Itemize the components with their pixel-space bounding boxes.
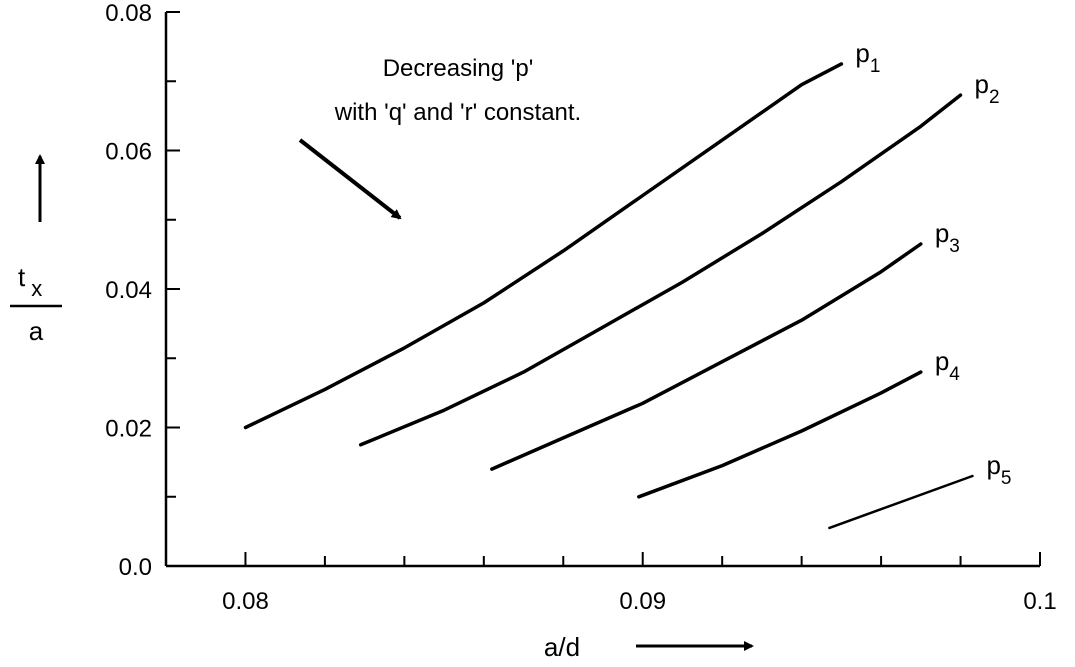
y-axis-label-denominator: a — [29, 316, 44, 346]
series-label-name: p — [986, 450, 1000, 480]
series-label-p2: p2 — [975, 69, 1000, 108]
x-tick-label-0: 0.08 — [222, 588, 269, 615]
series-label-p1: p1 — [855, 38, 880, 77]
y-tick-label-3: 0.06 — [105, 139, 152, 166]
series-label-p4: p4 — [935, 346, 960, 385]
x-tick-label-2: 0.1 — [1023, 588, 1056, 615]
y-tick-label-1: 0.02 — [105, 416, 152, 443]
annotation: Decreasing 'p' with 'q' and 'r' constant… — [298, 55, 581, 220]
annotation-arrow — [298, 138, 402, 220]
series-label-name: p — [935, 218, 949, 248]
series-label-subscript: 5 — [1001, 468, 1012, 489]
series-line-p4 — [637, 370, 923, 499]
series-label-subscript: 2 — [989, 87, 1000, 108]
series-label-subscript: 1 — [870, 56, 881, 77]
x-ticks: 0.08 0.09 0.1 — [222, 552, 1057, 615]
annotation-line-2: with 'q' and 'r' constant. — [334, 99, 581, 126]
y-axis-label-sub: x — [31, 276, 42, 301]
series-line-p1 — [243, 62, 844, 430]
series-label-p5: p5 — [986, 450, 1011, 489]
x-axis-label: a/d — [544, 632, 580, 662]
series-line-p3 — [490, 242, 923, 471]
series-line-p2 — [358, 93, 963, 447]
series-label-subscript: 3 — [949, 236, 960, 257]
series-label-subscript: 4 — [949, 364, 960, 385]
series-label-name: p — [975, 69, 989, 99]
series-label-name: p — [935, 346, 949, 376]
series-line-p5 — [828, 474, 974, 530]
x-axis-label-group: a/d — [544, 632, 754, 662]
annotation-line-1: Decreasing 'p' — [383, 55, 534, 82]
series-label-name: p — [855, 38, 869, 68]
y-ticks: 0.0 0.02 0.04 0.06 0.08 — [105, 0, 180, 581]
series-label-p3: p3 — [935, 218, 960, 257]
x-tick-label-1: 0.09 — [619, 588, 666, 615]
axes — [164, 12, 1040, 568]
y-tick-label-0: 0.0 — [119, 554, 152, 581]
y-tick-label-2: 0.04 — [105, 277, 152, 304]
y-axis-label-t: t — [18, 262, 26, 292]
y-tick-label-4: 0.08 — [105, 0, 152, 27]
